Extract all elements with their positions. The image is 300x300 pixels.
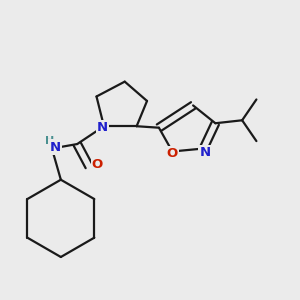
Text: O: O: [167, 147, 178, 161]
Text: O: O: [92, 158, 103, 171]
Text: N: N: [97, 121, 108, 134]
Text: N: N: [200, 146, 211, 159]
Text: N: N: [49, 140, 61, 154]
Text: H: H: [45, 136, 54, 146]
